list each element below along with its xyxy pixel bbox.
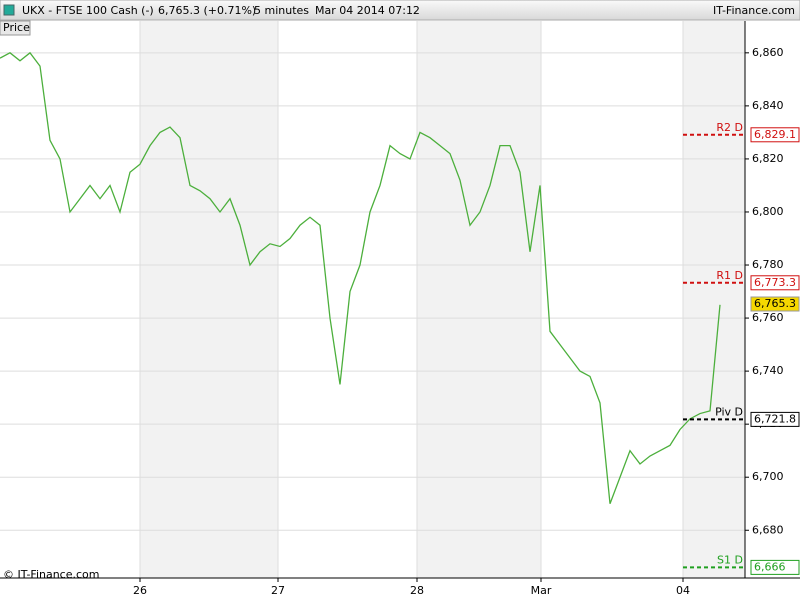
level-label-box	[750, 559, 800, 575]
level-name: S1 D	[717, 553, 743, 566]
x-tick-label: Mar	[531, 584, 552, 597]
quote: 6,765.3 (+0.71%)	[158, 4, 256, 17]
watermark: © IT-Finance.com	[3, 568, 100, 581]
panel-label-box	[0, 20, 31, 36]
level-label: 6,829.1	[754, 128, 796, 141]
brand: IT-Finance.com	[713, 4, 795, 17]
last-price-box	[750, 296, 800, 312]
level-label-box	[750, 275, 800, 291]
x-tick-label: 28	[410, 584, 424, 597]
y-tick-label: 6,820	[752, 152, 784, 165]
y-tick-label: 6,840	[752, 99, 784, 112]
x-tick-label: 27	[271, 584, 285, 597]
x-tick-label: 26	[133, 584, 147, 597]
level-label: 6,773.3	[754, 276, 796, 289]
title-bar	[0, 0, 800, 21]
day-band	[140, 21, 278, 578]
plot-area	[0, 21, 745, 578]
level-label: 6,666	[754, 560, 786, 573]
level-label-box	[750, 127, 800, 143]
y-tick-label: 6,860	[752, 46, 784, 59]
price-line	[0, 51, 721, 504]
background	[0, 21, 745, 578]
y-tick-label: 6,740	[752, 364, 784, 377]
panel-label: Price	[3, 21, 30, 34]
level-name: R1 D	[716, 269, 743, 282]
y-tick-label: 6,780	[752, 258, 784, 271]
level-name: Piv D	[715, 405, 743, 418]
logo-icon	[3, 4, 15, 16]
y-tick-label: 6,760	[752, 311, 784, 324]
level-label: 6,721.8	[754, 412, 796, 425]
x-tick-label: 04	[676, 584, 690, 597]
interval: 5 minutes	[254, 4, 309, 17]
last-price-label: 6,765.3	[754, 297, 796, 310]
day-band	[683, 21, 745, 578]
y-tick-label: 6,800	[752, 205, 784, 218]
y-tick-label: 6,700	[752, 470, 784, 483]
day-band	[417, 21, 541, 578]
header: UKX - FTSE 100 Cash (-) 6,765.3 (+0.71%)…	[22, 4, 795, 17]
chart-title: UKX - FTSE 100 Cash (-)	[22, 4, 154, 17]
timestamp: Mar 04 2014 07:12	[315, 4, 420, 17]
level-name: R2 D	[716, 121, 743, 134]
level-label-box	[750, 411, 800, 427]
y-tick-label: 6,680	[752, 523, 784, 536]
